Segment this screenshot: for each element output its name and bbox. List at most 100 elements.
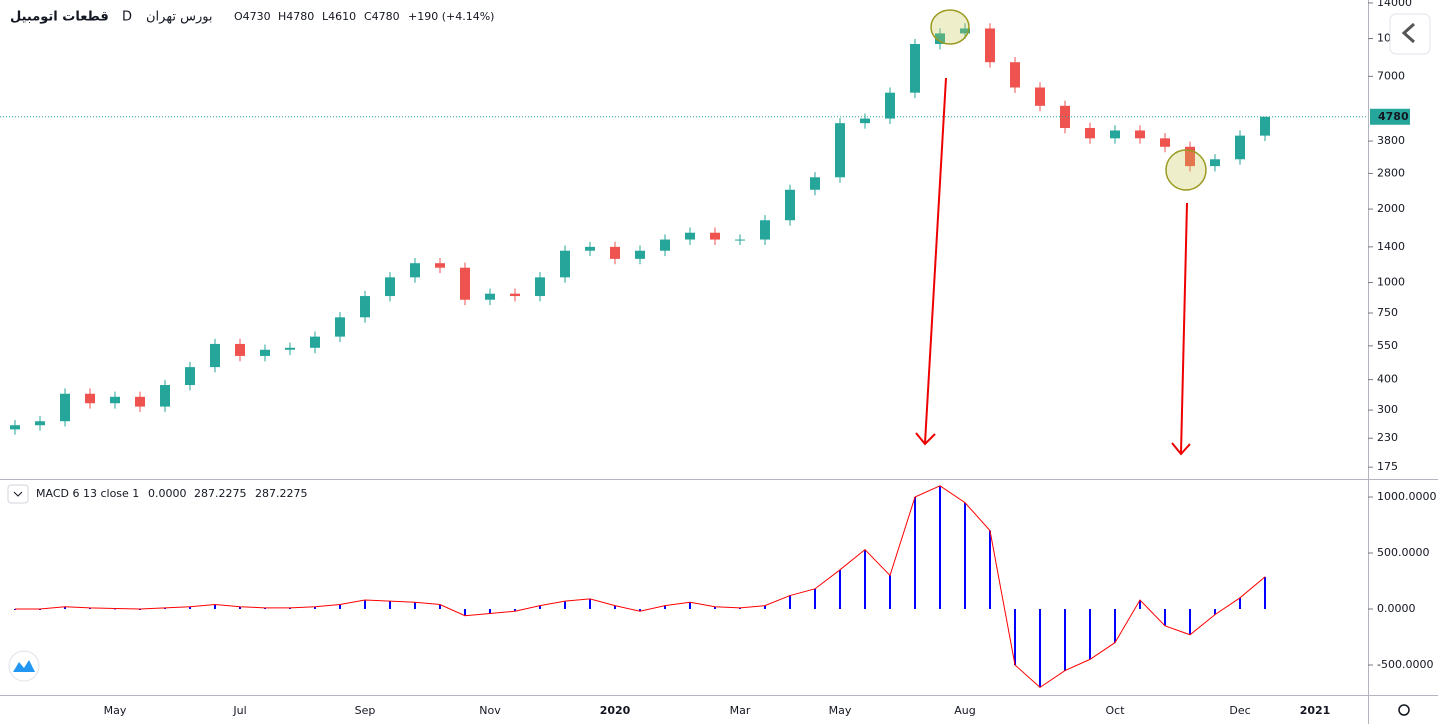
histogram-bar [764, 605, 766, 609]
candle-body [235, 343, 245, 356]
candle-body [935, 33, 945, 44]
candle-body [1085, 127, 1095, 139]
histogram-bar [864, 549, 866, 609]
y-tick-label: 550 [1377, 339, 1398, 352]
arrow [1180, 202, 1188, 454]
last-price-label: 4780 [1378, 110, 1409, 123]
histogram-bar [614, 605, 616, 609]
histogram-bar [89, 607, 91, 609]
histogram-bar [264, 607, 266, 609]
histogram-bar [1239, 597, 1241, 609]
candle-body [160, 385, 170, 407]
histogram-bar [839, 569, 841, 609]
ohlc-high: H4780 [278, 10, 314, 23]
y-tick-label: 0.0000 [1377, 602, 1416, 615]
price-pane: 175 230 300 400 550 750 1000 1400 2000 2800 3800 70… [0, 0, 1412, 473]
macd-value: 0.0000 [148, 487, 187, 500]
histogram-bar [239, 606, 241, 609]
back-icon [1401, 22, 1416, 44]
histogram-bar [639, 609, 641, 612]
y-tick-label: 1000.0000 [1377, 490, 1437, 503]
arrow-head [1171, 442, 1191, 456]
last-price-box [1370, 108, 1410, 125]
x-tick-label: May [104, 704, 127, 717]
logo-icon [13, 660, 35, 672]
exchange: بورس تهران [146, 10, 213, 25]
candle-body [135, 396, 145, 407]
y-tick-label: 500.0000 [1377, 546, 1430, 559]
time-axis: May Jul Sep Nov 2020 Mar May Aug Oct Dec 2021 [104, 704, 1331, 717]
settings-icon[interactable] [1398, 704, 1410, 716]
histogram-bar [689, 602, 691, 609]
candle-body [885, 92, 895, 119]
candle-body [85, 393, 95, 404]
candle-body [810, 177, 820, 190]
y-tick-label: 400 [1377, 373, 1398, 386]
histogram-bar [1214, 609, 1216, 615]
x-tick-label: Mar [730, 704, 751, 717]
candle-body [985, 28, 995, 63]
histogram-bar [814, 588, 816, 609]
candle-body [635, 250, 645, 259]
histogram-bar [1039, 609, 1041, 688]
candle-body [760, 220, 770, 240]
macd-pane: -500.0000 0.0000 500.0000 1000.0000 [14, 485, 1437, 689]
y-tick-label: 750 [1377, 306, 1398, 319]
candle-body [1110, 130, 1120, 139]
histogram-bar [1164, 609, 1166, 626]
histogram-bar [289, 607, 291, 609]
y-tick-label: 2800 [1377, 166, 1405, 179]
candle-body [660, 239, 670, 251]
y-tick-label: 3800 [1377, 134, 1405, 147]
histogram-bar [439, 604, 441, 609]
macd-value: 287.2275 [255, 487, 308, 500]
candle-body [10, 425, 20, 430]
histogram-bar [739, 607, 741, 609]
histogram-bar [1089, 609, 1091, 660]
candle-body [385, 277, 395, 297]
macd-value: 287.2275 [194, 487, 247, 500]
y-tick-label: 7000 [1377, 69, 1405, 82]
change: +190 (+4.14%) [408, 10, 494, 23]
logo-button[interactable] [8, 650, 40, 682]
candle-body [1135, 130, 1145, 139]
candle-body [435, 263, 445, 268]
y-tick-label: 230 [1377, 431, 1398, 444]
y-tick-label: 175 [1377, 460, 1398, 473]
ohlc-open: O4730 [234, 10, 271, 23]
candle-body [1210, 159, 1220, 167]
y-tick-label: -500.0000 [1377, 658, 1433, 671]
candle-body [110, 396, 120, 404]
candle-body [360, 296, 370, 318]
collapse-button[interactable] [7, 484, 29, 504]
highlight-circle [1165, 149, 1207, 191]
back-button[interactable] [1389, 13, 1431, 55]
candle-body [910, 43, 920, 93]
histogram-bar [1114, 609, 1116, 643]
y-tick-label: 300 [1377, 403, 1398, 416]
candle-body [485, 293, 495, 300]
x-tick-label: May [829, 704, 852, 717]
candle-body [860, 118, 870, 124]
candle-body [1185, 146, 1195, 167]
candle-body [735, 239, 745, 241]
highlight-circle [930, 9, 970, 45]
y-tick-label: 1400 [1377, 240, 1405, 253]
y-tick-label: 14000 [1377, 0, 1412, 9]
histogram-bar [189, 606, 191, 609]
arrow-head [915, 432, 936, 446]
x-tick-label: 2020 [600, 704, 631, 717]
histogram-bar [889, 575, 891, 609]
candle-body [460, 267, 470, 300]
candle-body [510, 293, 520, 297]
candle-body [185, 367, 195, 386]
macd-title: MACD 6 13 close 1 [36, 487, 139, 500]
histogram-bar [664, 605, 666, 609]
histogram-bar [464, 609, 466, 616]
histogram-bar [1189, 609, 1191, 635]
x-tick-label: Jul [232, 704, 246, 717]
candle-body [1260, 116, 1270, 136]
histogram-bar [539, 605, 541, 609]
